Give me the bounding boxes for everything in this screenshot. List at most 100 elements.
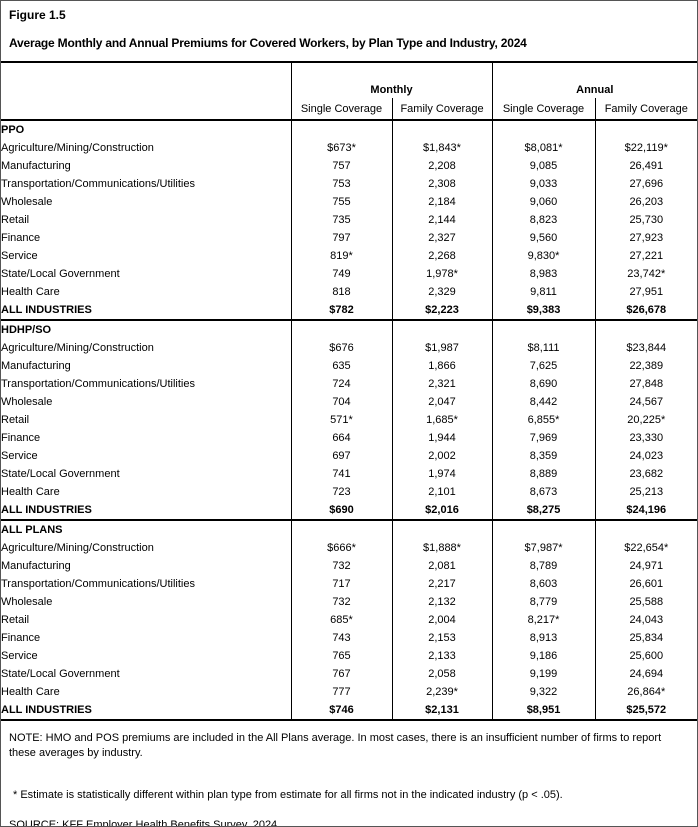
value-cell: 9,830* [491,247,596,265]
value-cell: 23,742* [594,265,697,283]
value-cell: 765 [290,647,392,665]
row-label: Transportation/Communications/Utilities [1,378,195,390]
value-cell: 25,834 [594,629,697,647]
value-cell: 9,085 [491,157,596,175]
value-cell: 777 [290,683,392,701]
value-cell: 2,004 [391,611,493,629]
value-cell: 9,322 [491,683,596,701]
value-cell: 704 [290,393,392,411]
value-cell: 2,058 [391,665,493,683]
value-cell: 26,864* [594,683,697,701]
value-cell: 8,889 [491,465,596,483]
row-label: Transportation/Communications/Utilities [1,578,195,590]
industry-row: Finance 797 2,327 9,560 27,923 [1,229,697,247]
row-label: Health Care [1,486,60,498]
value-cell [594,320,697,339]
value-cell: $673* [290,139,392,157]
premiums-table: Monthly Annual Single Coverage Family Co… [1,63,697,721]
header-spacer [1,98,291,121]
value-cell [594,520,697,539]
industry-row: Finance 743 2,153 8,913 25,834 [1,629,697,647]
value-cell: 2,133 [391,647,493,665]
total-row: ALL INDUSTRIES $690 $2,016 $8,275 $24,196 [1,501,697,520]
value-cell: 9,811 [491,283,596,301]
row-label: Service [1,250,38,262]
row-label: Service [1,450,38,462]
industry-row: Service 697 2,002 8,359 24,023 [1,447,697,465]
value-cell: 2,144 [391,211,493,229]
row-label: Manufacturing [1,160,71,172]
value-cell: 1,978* [391,265,493,283]
value-cell: 2,002 [391,447,493,465]
value-cell: $2,131 [391,701,493,720]
value-cell: 9,560 [491,229,596,247]
value-cell [391,320,493,339]
value-cell [290,120,392,139]
column-group-annual: Annual [491,63,697,98]
value-cell: 26,601 [594,575,697,593]
value-cell: 25,730 [594,211,697,229]
value-cell: 1,685* [391,411,493,429]
value-cell: 2,208 [391,157,493,175]
row-label: Health Care [1,286,60,298]
row-label: Wholesale [1,196,53,208]
value-cell: 27,923 [594,229,697,247]
row-label: Agriculture/Mining/Construction [1,342,154,354]
value-cell [290,520,392,539]
value-cell: 24,023 [594,447,697,465]
industry-row: Transportation/Communications/Utilities 7… [1,175,697,193]
row-label: ALL INDUSTRIES [1,704,92,716]
note-text: NOTE: HMO and POS premiums are included … [9,732,662,759]
value-cell: 2,101 [391,483,493,501]
row-label: HDHP/SO [1,324,52,336]
value-cell: 685* [290,611,392,629]
value-cell: 24,694 [594,665,697,683]
title-block: Figure 1.5 Average Monthly and Annual Pr… [1,1,697,63]
industry-row: Wholesale 704 2,047 8,442 24,567 [1,393,697,411]
value-cell: 757 [290,157,392,175]
industry-row: Wholesale 732 2,132 8,779 25,588 [1,593,697,611]
value-cell [391,120,493,139]
column-header-annual-family: Family Coverage [594,98,697,121]
value-cell: 755 [290,193,392,211]
value-cell: 9,199 [491,665,596,683]
row-label: State/Local Government [1,468,120,480]
row-label: ALL INDUSTRIES [1,504,92,516]
total-row: ALL INDUSTRIES $746 $2,131 $8,951 $25,572 [1,701,697,720]
industry-row: Health Care 723 2,101 8,673 25,213 [1,483,697,501]
value-cell: 724 [290,375,392,393]
value-cell: $2,223 [391,301,493,320]
column-group-monthly: Monthly [290,63,493,98]
section-ppo: PPO Agriculture/Mining/Construction $673* $… [1,120,697,320]
value-cell: 732 [290,557,392,575]
source-text: SOURCE: KFF Employer Health Benefits Sur… [9,819,278,827]
value-cell: 818 [290,283,392,301]
section-header-row: ALL PLANS [1,520,697,539]
column-header-monthly-family: Family Coverage [391,98,493,121]
value-cell: 2,184 [391,193,493,211]
value-cell: $8,081* [491,139,596,157]
value-cell: 2,268 [391,247,493,265]
row-label: Retail [1,214,30,226]
value-cell: $7,987* [491,539,596,557]
value-cell: 664 [290,429,392,447]
value-cell: 9,186 [491,647,596,665]
value-cell: 23,330 [594,429,697,447]
value-cell: $8,275 [491,501,596,520]
value-cell: 27,696 [594,175,697,193]
value-cell: 732 [290,593,392,611]
row-label: Service [1,650,38,662]
figure-title: Average Monthly and Annual Premiums for … [9,36,527,50]
value-cell: 20,225* [594,411,697,429]
value-cell: 717 [290,575,392,593]
industry-row: State/Local Government 767 2,058 9,199 24,69… [1,665,697,683]
value-cell: 27,848 [594,375,697,393]
industry-row: Service 765 2,133 9,186 25,600 [1,647,697,665]
value-cell: 8,823 [491,211,596,229]
value-cell: $666* [290,539,392,557]
row-label: ALL PLANS [1,524,63,536]
value-cell: 8,690 [491,375,596,393]
column-header-monthly-single: Single Coverage [290,98,392,121]
value-cell: 23,682 [594,465,697,483]
section-header-row: HDHP/SO [1,320,697,339]
